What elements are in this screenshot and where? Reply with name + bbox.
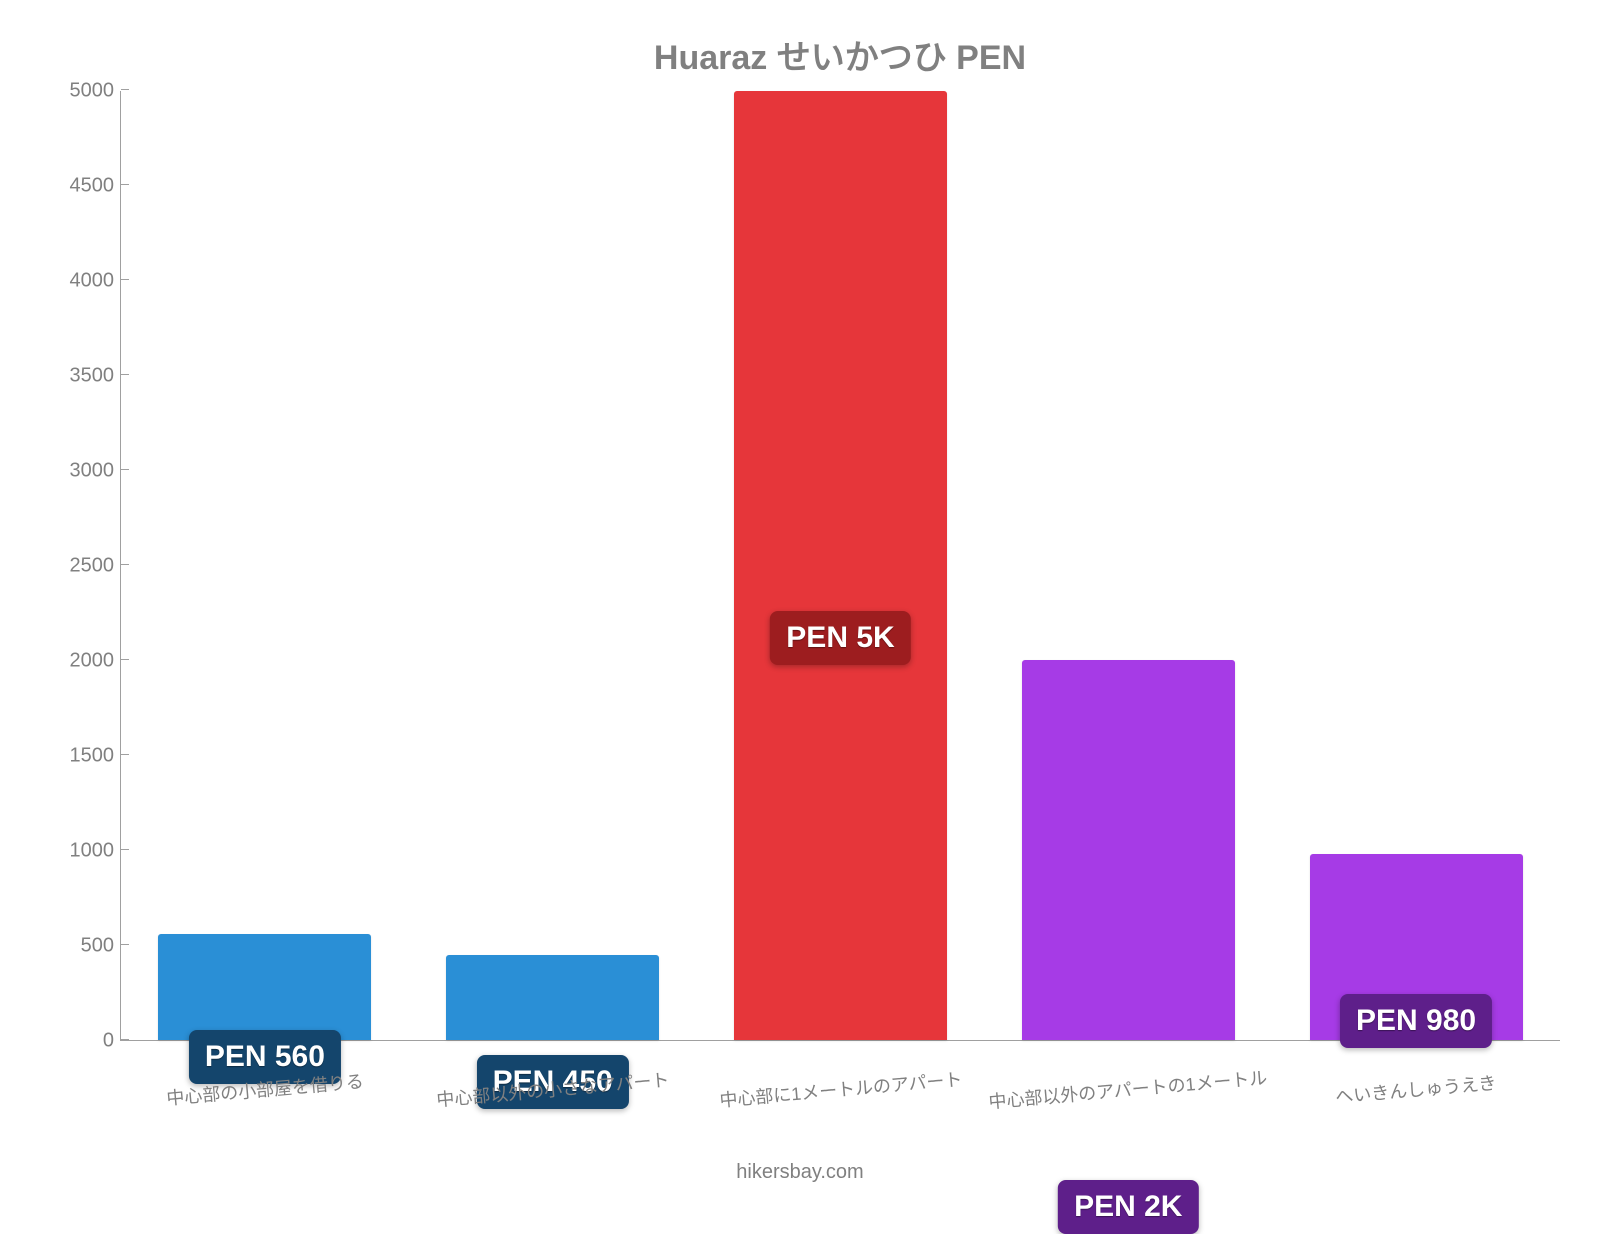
y-tick-mark — [121, 279, 129, 280]
x-axis-label: 中心部に1メートルのアパート — [718, 1065, 963, 1112]
y-tick-mark — [121, 849, 129, 850]
bar: PEN 2K — [1022, 660, 1235, 1040]
value-badge: PEN 2K — [1058, 1180, 1198, 1234]
plot-area: PEN 560PEN 450PEN 5KPEN 2KPEN 980 中心部の小部… — [120, 91, 1560, 1041]
bar-slot: PEN 450 — [409, 91, 697, 1040]
x-axis-labels: 中心部の小部屋を借りる中心部以外の小さなアパート中心部に1メートルのアパート中心… — [121, 1076, 1560, 1102]
y-tick-label: 4000 — [54, 270, 114, 293]
chart-footer: hikersbay.com — [0, 1161, 1600, 1184]
bar-slot: PEN 980 — [1272, 91, 1560, 1040]
y-tick-label: 2000 — [54, 650, 114, 673]
y-tick-label: 4500 — [54, 175, 114, 198]
x-label-slot: 中心部以外の小さなアパート — [409, 1076, 697, 1102]
y-tick-label: 3000 — [54, 460, 114, 483]
x-label-slot: へいきんしゅうえき — [1272, 1076, 1560, 1102]
x-label-slot: 中心部の小部屋を借りる — [121, 1076, 409, 1102]
y-tick-mark — [121, 374, 129, 375]
bars-group: PEN 560 PEN 450 PEN 5K PEN 2K PEN 980 — [121, 91, 1560, 1040]
chart-title: Huaraz せいかつひ PEN — [120, 30, 1560, 79]
y-tick-label: 1000 — [54, 840, 114, 863]
bar-slot: PEN 5K — [697, 91, 985, 1040]
plot-area-wrap: 0500100015002000250030003500400045005000… — [120, 91, 1560, 1041]
chart-container: Huaraz せいかつひ PEN 05001000150020002500300… — [0, 0, 1600, 1200]
y-tick-label: 2500 — [54, 555, 114, 578]
y-tick-label: 3500 — [54, 365, 114, 388]
y-tick-mark — [121, 184, 129, 185]
y-tick-mark — [121, 659, 129, 660]
y-tick-mark — [121, 944, 129, 945]
bar-slot: PEN 560 — [121, 91, 409, 1040]
y-axis: 0500100015002000250030003500400045005000 — [54, 91, 114, 1041]
y-tick-mark — [121, 89, 129, 90]
y-tick-label: 1500 — [54, 745, 114, 768]
y-tick-mark — [121, 469, 129, 470]
value-badge: PEN 5K — [770, 611, 910, 665]
bar-slot: PEN 2K — [984, 91, 1272, 1040]
x-label-slot: 中心部以外のアパートの1メートル — [984, 1076, 1272, 1102]
x-axis-label: 中心部以外のアパートの1メートル — [988, 1064, 1269, 1114]
x-axis-label: へいきんしゅうえき — [1335, 1069, 1498, 1109]
bar: PEN 5K — [734, 91, 947, 1040]
y-tick-mark — [121, 564, 129, 565]
y-tick-label: 500 — [54, 935, 114, 958]
y-tick-label: 5000 — [54, 80, 114, 103]
bar: PEN 980 — [1310, 854, 1523, 1040]
x-label-slot: 中心部に1メートルのアパート — [697, 1076, 985, 1102]
y-tick-mark — [121, 754, 129, 755]
y-tick-label: 0 — [54, 1030, 114, 1053]
bar: PEN 560 — [158, 934, 371, 1040]
value-badge: PEN 980 — [1340, 994, 1492, 1048]
bar: PEN 450 — [446, 955, 659, 1040]
y-tick-mark — [121, 1039, 129, 1040]
